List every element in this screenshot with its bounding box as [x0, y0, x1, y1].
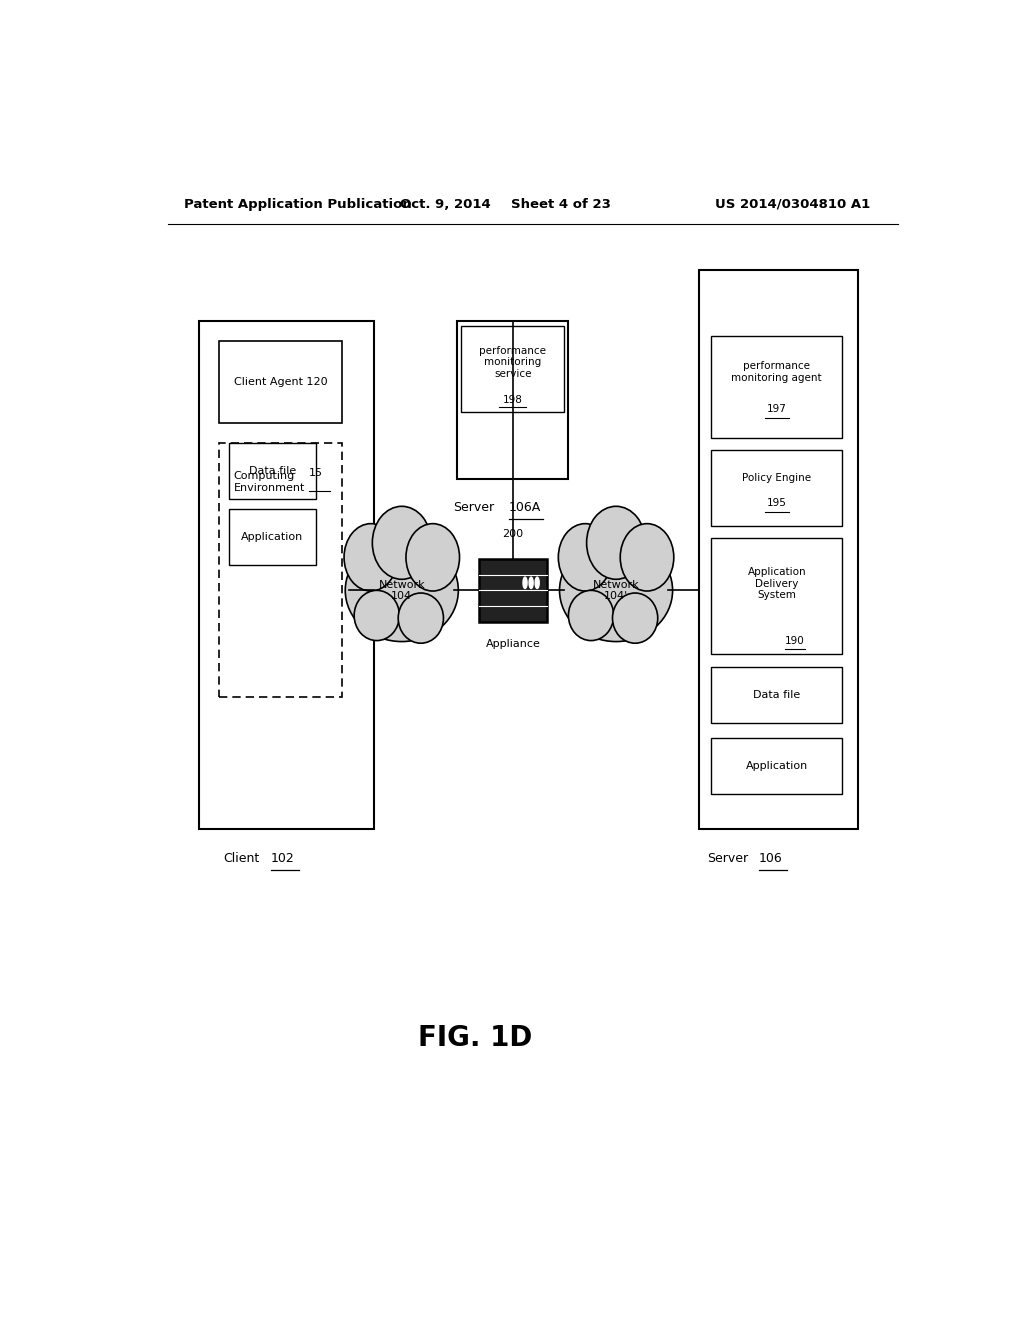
Bar [228, 444, 316, 499]
Ellipse shape [621, 524, 674, 591]
Ellipse shape [354, 590, 399, 640]
Text: performance
monitoring
service: performance monitoring service [479, 346, 547, 379]
Text: Patent Application Publication: Patent Application Publication [183, 198, 412, 211]
Text: 106: 106 [759, 851, 782, 865]
Bar [479, 558, 547, 622]
Bar [219, 444, 342, 697]
Bar [219, 342, 342, 422]
Ellipse shape [559, 539, 673, 642]
Text: 197: 197 [767, 404, 786, 414]
Text: Oct. 9, 2014: Oct. 9, 2014 [400, 198, 490, 211]
Ellipse shape [558, 524, 612, 591]
Text: Server: Server [454, 500, 495, 513]
Text: 200: 200 [503, 529, 523, 540]
Text: performance
monitoring agent: performance monitoring agent [731, 362, 822, 383]
Text: Appliance: Appliance [485, 639, 541, 649]
Bar [228, 510, 316, 565]
Text: FIG. 1D: FIG. 1D [418, 1023, 532, 1052]
Text: Application: Application [745, 760, 808, 771]
Text: 102: 102 [270, 851, 295, 865]
Ellipse shape [523, 577, 527, 589]
Bar [699, 271, 858, 829]
Text: US 2014/0304810 A1: US 2014/0304810 A1 [715, 198, 870, 211]
Bar [712, 337, 843, 438]
Text: Sheet 4 of 23: Sheet 4 of 23 [511, 198, 610, 211]
Ellipse shape [406, 524, 460, 591]
Bar [712, 738, 843, 793]
Text: Client Agent 120: Client Agent 120 [233, 378, 328, 387]
Ellipse shape [529, 577, 534, 589]
Text: Client: Client [223, 851, 259, 865]
Text: Application
Delivery
System: Application Delivery System [748, 568, 806, 601]
Bar [200, 321, 374, 829]
Text: 15: 15 [309, 469, 323, 478]
Text: Data file: Data file [753, 689, 801, 700]
Text: 198: 198 [503, 395, 523, 405]
Text: Network
104: Network 104 [379, 579, 425, 601]
Bar [712, 450, 843, 527]
Text: 106A: 106A [509, 500, 541, 513]
Ellipse shape [344, 524, 397, 591]
Ellipse shape [536, 577, 540, 589]
Ellipse shape [345, 539, 459, 642]
Ellipse shape [373, 507, 431, 579]
Text: Server: Server [708, 851, 749, 865]
Bar [712, 537, 843, 655]
Text: Computing
Environment: Computing Environment [233, 471, 305, 494]
Ellipse shape [568, 590, 613, 640]
Bar [712, 667, 843, 722]
Ellipse shape [398, 593, 443, 643]
Text: 190: 190 [784, 636, 805, 647]
Bar [461, 326, 564, 412]
Text: Network
104': Network 104' [593, 579, 639, 601]
Text: Policy Engine: Policy Engine [742, 473, 811, 483]
Text: 195: 195 [767, 499, 786, 508]
Ellipse shape [587, 507, 645, 579]
Bar [458, 321, 568, 479]
Text: Application: Application [242, 532, 303, 543]
Text: Data file: Data file [249, 466, 296, 477]
Ellipse shape [612, 593, 657, 643]
